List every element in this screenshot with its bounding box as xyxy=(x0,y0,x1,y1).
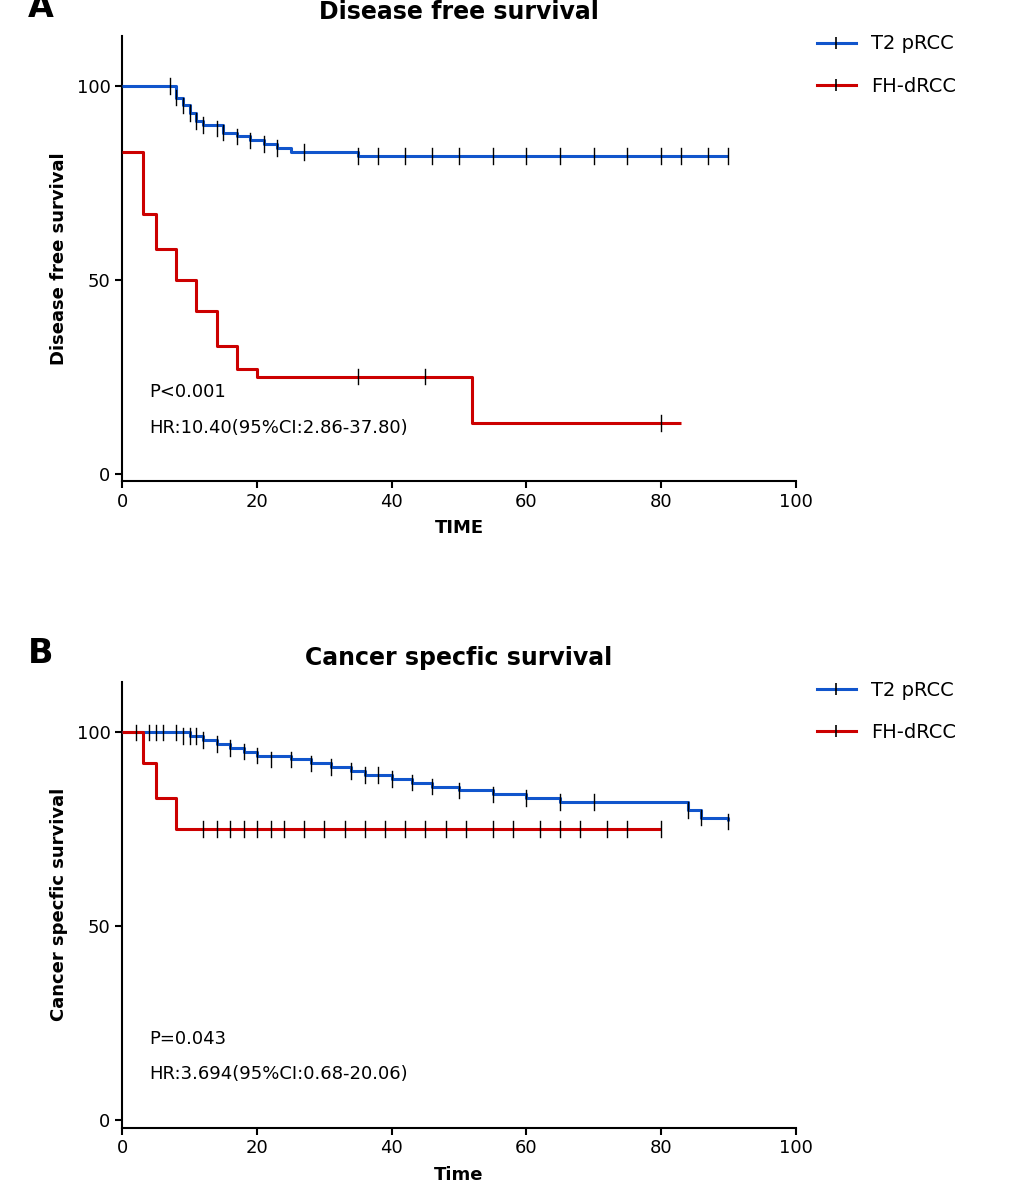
Text: P=0.043: P=0.043 xyxy=(149,1029,226,1048)
Text: P<0.001: P<0.001 xyxy=(149,383,226,401)
Y-axis label: Disease free survival: Disease free survival xyxy=(50,152,68,364)
Legend: T2 pRCC, FH-dRCC: T2 pRCC, FH-dRCC xyxy=(808,26,963,103)
Text: HR:10.40(95%CI:2.86-37.80): HR:10.40(95%CI:2.86-37.80) xyxy=(149,419,408,437)
Y-axis label: Cancer specfic survival: Cancer specfic survival xyxy=(50,788,68,1021)
X-axis label: TIME: TIME xyxy=(434,520,483,538)
Text: A: A xyxy=(29,0,54,24)
Legend: T2 pRCC, FH-dRCC: T2 pRCC, FH-dRCC xyxy=(808,673,963,750)
Text: B: B xyxy=(29,637,54,671)
X-axis label: Time: Time xyxy=(434,1166,483,1183)
Text: HR:3.694(95%CI:0.68-20.06): HR:3.694(95%CI:0.68-20.06) xyxy=(149,1065,408,1084)
Title: Disease free survival: Disease free survival xyxy=(319,0,598,24)
Title: Cancer specfic survival: Cancer specfic survival xyxy=(305,646,612,671)
